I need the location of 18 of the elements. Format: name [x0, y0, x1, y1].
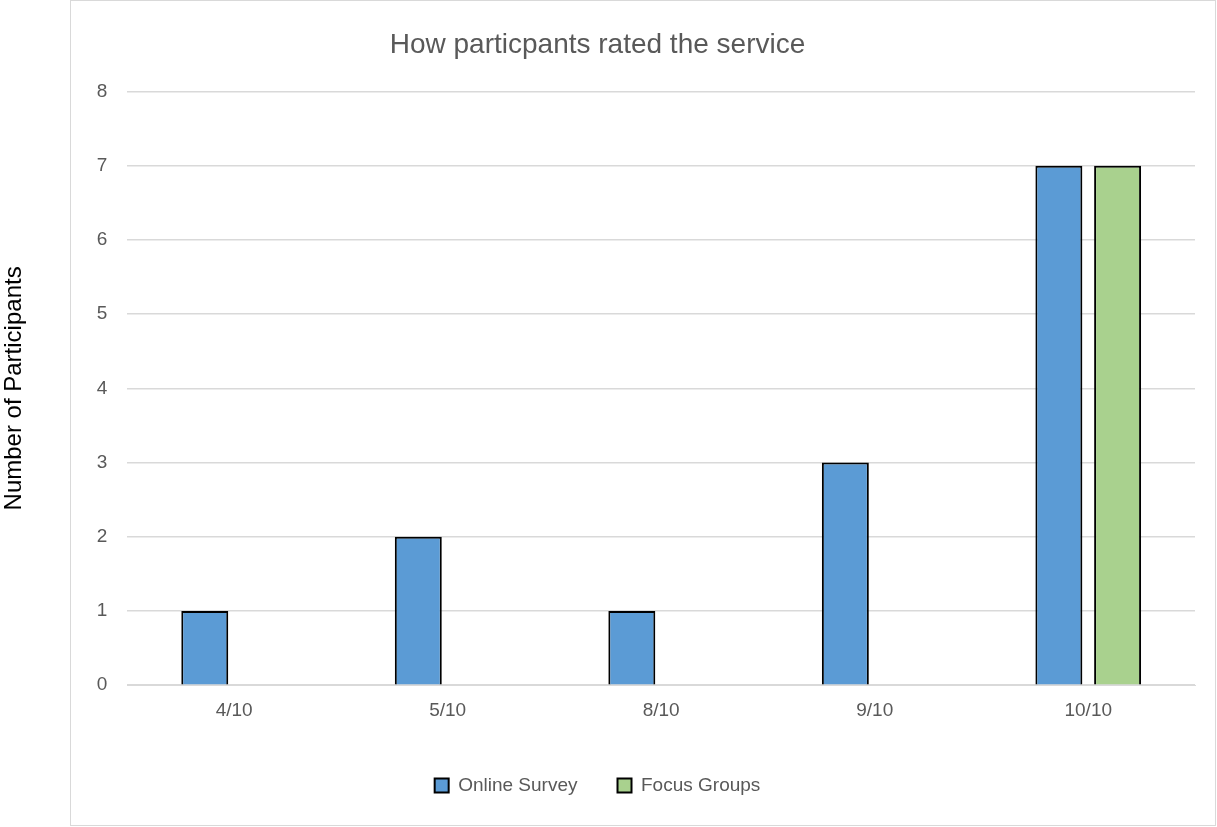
y-tick-label: 3 — [96, 450, 108, 472]
y-axis-title: Number of Participants — [0, 266, 27, 511]
chart-title: How particpants rated the service — [389, 27, 806, 59]
x-tick-label: 10/10 — [1064, 698, 1113, 720]
x-tick-label: 8/10 — [642, 698, 680, 720]
y-tick-label: 4 — [96, 376, 108, 398]
legend-label: Online Survey — [458, 773, 578, 795]
y-tick-label: 7 — [96, 154, 108, 176]
legend-label: Focus Groups — [641, 773, 761, 795]
x-tick-label: 9/10 — [856, 698, 894, 720]
y-tick-label: 1 — [96, 599, 108, 621]
y-tick-label: 6 — [96, 228, 108, 250]
y-tick-label: 8 — [96, 79, 108, 101]
x-tick-label: 4/10 — [215, 698, 253, 720]
y-tick-label: 0 — [96, 673, 108, 695]
y-tick-label: 5 — [96, 302, 108, 324]
x-tick-label: 5/10 — [429, 698, 467, 720]
y-tick-label: 2 — [96, 525, 108, 547]
